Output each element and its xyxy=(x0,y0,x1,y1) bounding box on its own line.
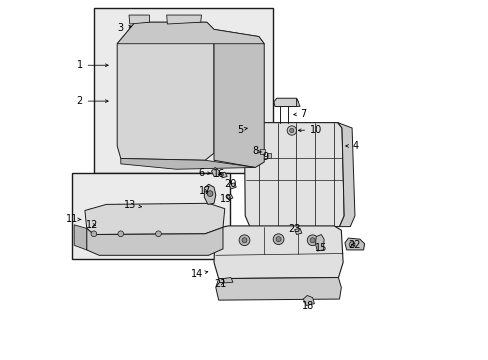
Polygon shape xyxy=(344,238,364,250)
Text: 22: 22 xyxy=(348,239,361,249)
Polygon shape xyxy=(121,158,255,169)
Polygon shape xyxy=(273,98,298,107)
Polygon shape xyxy=(244,123,344,226)
Polygon shape xyxy=(86,227,223,255)
Text: 4: 4 xyxy=(345,141,358,151)
Circle shape xyxy=(242,238,246,243)
Text: 7: 7 xyxy=(293,109,306,119)
Text: 12: 12 xyxy=(86,220,98,230)
Circle shape xyxy=(289,129,293,133)
Text: 2: 2 xyxy=(76,96,108,106)
Polygon shape xyxy=(228,183,236,189)
Text: 8: 8 xyxy=(252,146,261,156)
Text: 14: 14 xyxy=(191,269,207,279)
Text: 20: 20 xyxy=(224,179,237,189)
Circle shape xyxy=(207,191,212,197)
Circle shape xyxy=(348,242,354,247)
Circle shape xyxy=(273,234,284,244)
Bar xyxy=(266,153,270,158)
Text: 5: 5 xyxy=(237,125,247,135)
Circle shape xyxy=(155,231,161,237)
Bar xyxy=(260,149,264,154)
Polygon shape xyxy=(294,228,301,234)
Polygon shape xyxy=(220,172,227,178)
Text: 23: 23 xyxy=(288,225,300,234)
Text: 1: 1 xyxy=(76,60,108,70)
Polygon shape xyxy=(166,15,201,24)
Text: 19: 19 xyxy=(219,194,231,204)
Polygon shape xyxy=(211,167,219,176)
Text: 11: 11 xyxy=(65,215,81,224)
Polygon shape xyxy=(214,30,264,167)
Bar xyxy=(94,8,273,173)
Polygon shape xyxy=(215,278,341,300)
Polygon shape xyxy=(315,234,324,251)
Polygon shape xyxy=(296,98,300,107)
Polygon shape xyxy=(223,278,233,283)
Circle shape xyxy=(276,237,281,242)
Polygon shape xyxy=(214,226,343,279)
Text: 3: 3 xyxy=(118,23,131,33)
Circle shape xyxy=(309,238,314,243)
Polygon shape xyxy=(204,184,215,204)
Polygon shape xyxy=(117,22,264,44)
Polygon shape xyxy=(226,194,233,200)
Text: 17: 17 xyxy=(199,186,211,196)
Text: 15: 15 xyxy=(315,243,327,253)
Circle shape xyxy=(306,235,317,246)
Circle shape xyxy=(91,231,97,237)
Text: 21: 21 xyxy=(213,279,226,289)
Polygon shape xyxy=(303,296,314,306)
Text: 13: 13 xyxy=(123,200,142,210)
Circle shape xyxy=(118,231,123,237)
Polygon shape xyxy=(74,225,86,250)
Text: 9: 9 xyxy=(262,152,268,162)
Bar xyxy=(72,173,230,259)
Polygon shape xyxy=(117,22,214,160)
Circle shape xyxy=(239,235,249,246)
Polygon shape xyxy=(129,15,149,24)
Text: 16: 16 xyxy=(213,168,225,179)
Text: 18: 18 xyxy=(302,301,314,311)
Text: 10: 10 xyxy=(298,125,322,135)
Polygon shape xyxy=(85,203,224,234)
Text: 6: 6 xyxy=(198,168,210,178)
Circle shape xyxy=(286,126,296,135)
Polygon shape xyxy=(337,123,354,226)
